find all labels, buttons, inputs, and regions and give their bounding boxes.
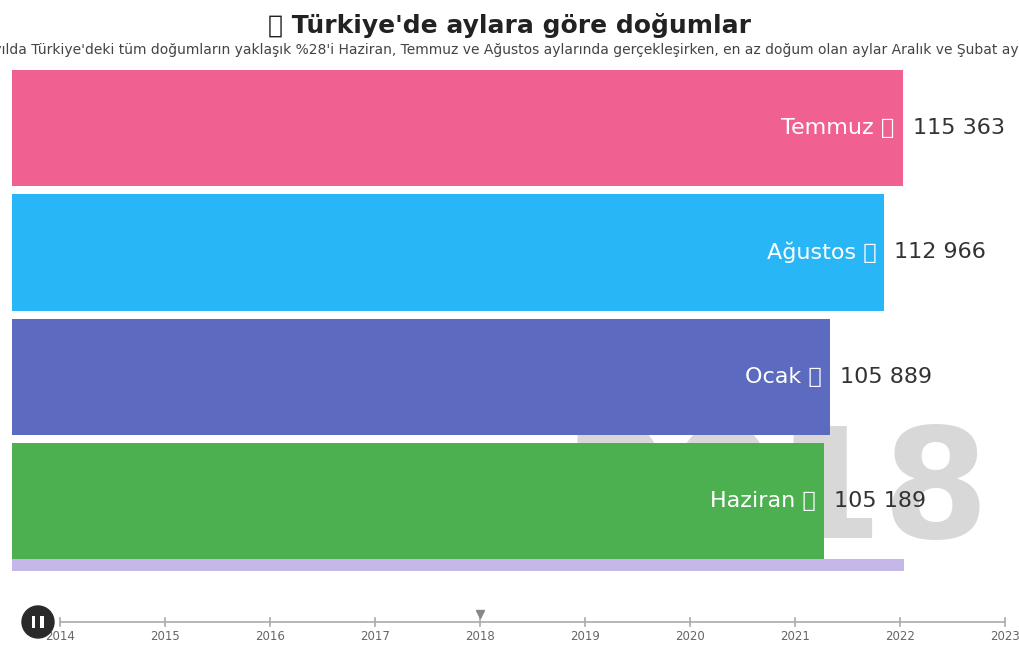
FancyBboxPatch shape [12, 194, 883, 311]
Circle shape [22, 606, 54, 638]
Text: 2017: 2017 [360, 629, 389, 642]
Text: Son 10 yılda Türkiye'deki tüm doğumların yaklaşık %28'i Haziran, Temmuz ve Ağust: Son 10 yılda Türkiye'deki tüm doğumların… [0, 43, 1019, 57]
FancyBboxPatch shape [12, 318, 828, 435]
FancyBboxPatch shape [32, 616, 36, 628]
FancyBboxPatch shape [41, 616, 44, 628]
Text: 105 189: 105 189 [834, 491, 925, 511]
Text: 115 363: 115 363 [912, 118, 1004, 138]
Text: 2018: 2018 [565, 421, 989, 570]
FancyBboxPatch shape [12, 559, 903, 571]
Text: Temmuz 🍉: Temmuz 🍉 [781, 118, 894, 138]
Text: Ağustos 🌞: Ağustos 🌞 [766, 242, 875, 263]
Text: Haziran 🌻: Haziran 🌻 [709, 491, 815, 511]
FancyBboxPatch shape [12, 70, 902, 187]
Text: 2015: 2015 [150, 629, 179, 642]
Text: 🐣 Türkiye'de aylara göre doğumlar: 🐣 Türkiye'de aylara göre doğumlar [268, 12, 751, 38]
Text: 105 889: 105 889 [839, 367, 930, 387]
Text: 2018: 2018 [465, 629, 494, 642]
Text: 112 966: 112 966 [894, 242, 985, 263]
Text: 2020: 2020 [675, 629, 704, 642]
Text: 2023: 2023 [989, 629, 1019, 642]
Text: 2021: 2021 [780, 629, 809, 642]
Text: 2022: 2022 [884, 629, 914, 642]
Text: 2016: 2016 [255, 629, 284, 642]
Text: 2019: 2019 [570, 629, 599, 642]
Text: 2014: 2014 [45, 629, 74, 642]
FancyBboxPatch shape [12, 443, 823, 559]
Text: Ocak ⛄: Ocak ⛄ [744, 367, 820, 387]
